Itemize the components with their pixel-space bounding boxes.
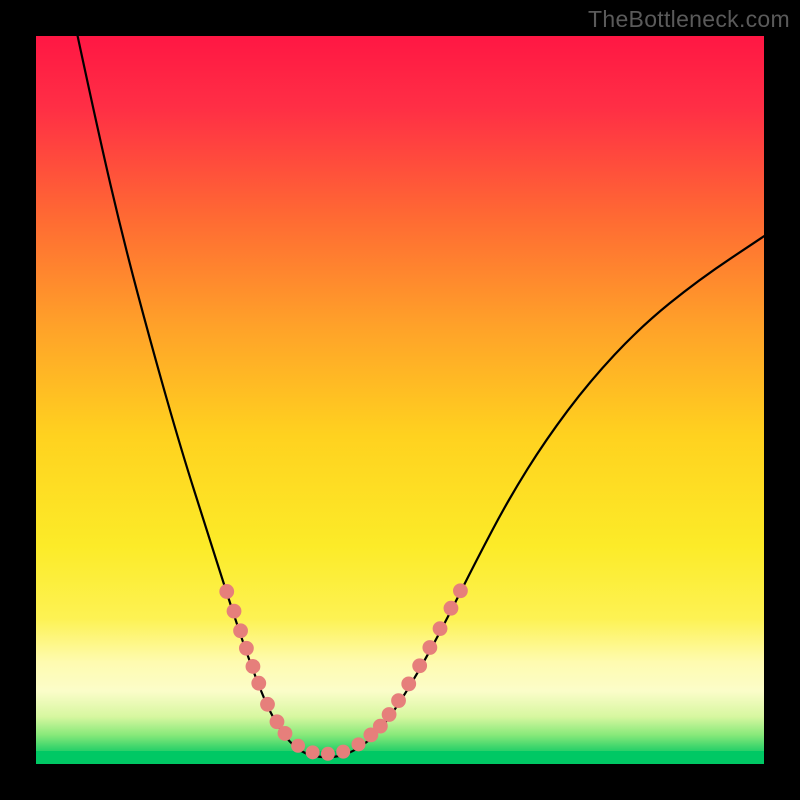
bead-marker: [239, 641, 254, 656]
bead-marker: [444, 601, 459, 616]
plot-area: [36, 36, 764, 764]
bead-marker: [260, 697, 275, 712]
v-curve: [76, 36, 764, 757]
bead-marker: [352, 737, 366, 751]
bead-marker: [382, 707, 397, 722]
bead-marker: [219, 584, 234, 599]
bead-marker: [453, 583, 468, 598]
bead-marker: [306, 745, 320, 759]
bead-marker: [412, 658, 427, 673]
bead-marker: [278, 726, 293, 741]
watermark-text: TheBottleneck.com: [588, 6, 790, 33]
bead-marker: [422, 640, 437, 655]
bead-marker: [321, 747, 335, 761]
bead-marker: [227, 604, 242, 619]
beads-group: [219, 583, 467, 760]
bead-marker: [391, 693, 406, 708]
bead-marker: [233, 623, 248, 638]
bead-marker: [433, 621, 448, 636]
plot-svg: [36, 36, 764, 764]
bead-marker: [246, 659, 261, 674]
bead-marker: [336, 745, 350, 759]
bead-marker: [291, 739, 305, 753]
bead-marker: [401, 677, 416, 692]
bead-marker: [251, 676, 266, 691]
